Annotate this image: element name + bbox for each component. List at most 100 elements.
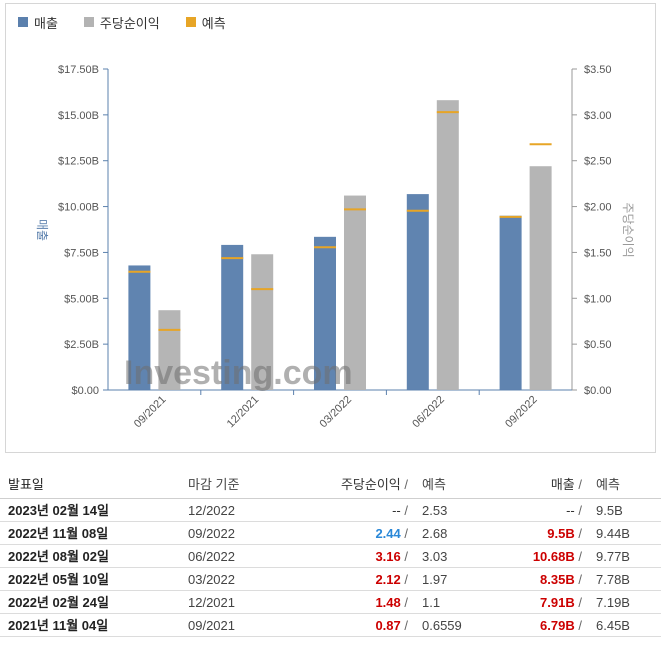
left-tick-label: $12.50B <box>58 156 99 168</box>
row-revenue-forecast: 6.45B <box>596 618 630 633</box>
eps-swatch-icon <box>83 17 94 27</box>
row-eps: 0.87 / <box>375 614 408 637</box>
header-date[interactable]: 발표일 <box>8 477 44 492</box>
row-eps-forecast: 2.68 <box>422 526 448 541</box>
table-row: 2022년 05월 10일 03/2022 2.12 / 1.97 8.35B / 7.7… <box>0 568 661 591</box>
row-revenue-forecast: 9.5B <box>596 503 623 518</box>
left-axis-title: 매출 <box>35 219 49 241</box>
table-row: 2022년 11월 08일 09/2022 2.44 / 2.68 9.5B / 9.44… <box>0 522 661 545</box>
row-revenue: 8.35B / <box>540 568 582 591</box>
row-period: 09/2021 <box>188 618 235 633</box>
row-revenue-actual: -- <box>566 503 575 518</box>
row-revenue-separator: / <box>578 595 582 610</box>
eps-bar <box>529 166 552 390</box>
right-tick-label: $1.50 <box>584 247 612 259</box>
table-row: 2021년 11월 04일 09/2021 0.87 /0.6559 6.79B /6… <box>0 614 661 637</box>
row-eps: -- / <box>392 499 408 522</box>
row-period: 12/2022 <box>188 503 235 518</box>
row-eps-forecast: 1.97 <box>422 572 448 587</box>
row-eps-separator: / <box>404 618 408 633</box>
right-tick-label: $3.00 <box>584 110 612 122</box>
legend-label-eps: 주당순이익 <box>99 15 160 31</box>
row-revenue-separator: / <box>578 618 582 633</box>
watermark-text: Investing.com <box>124 354 353 392</box>
row-eps-forecast: 3.03 <box>422 549 448 564</box>
row-revenue-separator: / <box>578 572 582 587</box>
legend-item-revenue[interactable]: 매출 <box>18 13 58 32</box>
row-revenue: -- / <box>566 499 582 522</box>
row-eps-separator: / <box>404 503 408 518</box>
header-revenue[interactable]: 매출 / <box>551 470 582 499</box>
right-tick-label: $3.50 <box>584 64 612 76</box>
table-body: 2023년 02월 14일 12/2022 -- /2.53 -- /9.5B 2022… <box>0 499 661 637</box>
row-revenue-forecast: 9.77B <box>596 549 630 564</box>
earnings-table: 발표일 마감 기준 주당순이익 / 예측 매출 / 예측 2023년 02월 1… <box>0 470 661 637</box>
row-eps-actual: 3.16 <box>375 549 401 564</box>
row-date: 2022년 02월 24일 <box>8 595 109 610</box>
row-period: 06/2022 <box>188 549 235 564</box>
header-eps-separator: / <box>404 477 408 492</box>
row-revenue-actual: 6.79B <box>540 618 575 633</box>
row-date: 2022년 11월 08일 <box>8 526 109 541</box>
row-revenue-separator: / <box>578 503 582 518</box>
row-revenue: 6.79B / <box>540 614 582 637</box>
left-tick-label: $5.00B <box>64 293 99 305</box>
row-revenue-separator: / <box>578 526 582 541</box>
header-revenue-forecast[interactable]: 예측 <box>596 477 620 492</box>
row-eps-actual: 1.48 <box>375 595 401 610</box>
revenue-bar <box>314 236 336 390</box>
left-tick-label: $10.00B <box>58 202 99 214</box>
row-date: 2022년 08월 02일 <box>8 549 109 564</box>
left-tick-label: $0.00 <box>71 385 99 397</box>
row-eps-separator: / <box>404 549 408 564</box>
row-eps: 1.48 / <box>375 591 408 614</box>
table-row: 2022년 02월 24일 12/2021 1.48 / 1.1 7.91B / 7.19… <box>0 591 661 614</box>
right-axis-title: 주당순이익 <box>621 202 635 257</box>
row-period: 03/2022 <box>188 572 235 587</box>
revenue-bar <box>499 215 522 390</box>
right-tick-label: $0.00 <box>584 385 612 397</box>
header-eps-forecast[interactable]: 예측 <box>422 477 446 492</box>
row-date: 2021년 11월 04일 <box>8 618 109 633</box>
row-eps: 2.12 / <box>375 568 408 591</box>
row-revenue-forecast: 7.78B <box>596 572 630 587</box>
header-period[interactable]: 마감 기준 <box>188 477 240 492</box>
left-tick-label: $2.50B <box>64 339 99 351</box>
row-revenue-forecast: 7.19B <box>596 595 630 610</box>
row-revenue: 9.5B / <box>547 522 582 545</box>
x-tick-label: 12/2021 <box>225 394 262 431</box>
x-tick-label: 03/2022 <box>318 394 355 431</box>
row-eps-actual: 0.87 <box>375 618 401 633</box>
row-eps-actual: 2.12 <box>375 572 401 587</box>
row-revenue-forecast: 9.44B <box>596 526 630 541</box>
row-eps-separator: / <box>404 526 408 541</box>
header-eps[interactable]: 주당순이익 / <box>341 470 408 499</box>
revenue-bar <box>406 194 429 390</box>
earnings-chart: $0.00 $2.50B $5.00B $7.50B $10.00B $12.50B $15… <box>35 64 635 431</box>
header-revenue-separator: / <box>578 477 582 492</box>
eps-bar <box>344 195 366 390</box>
x-tick-label: 06/2022 <box>410 394 447 431</box>
row-eps-separator: / <box>404 595 408 610</box>
row-revenue-separator: / <box>578 549 582 564</box>
revenue-swatch-icon <box>18 17 28 27</box>
earnings-chart-panel: 매출 주당순이익 예측 $0.00 $2.50B $5.00B $7.50B $10.0… <box>5 3 656 453</box>
row-eps: 2.44 / <box>375 522 408 545</box>
row-revenue-actual: 9.5B <box>547 526 575 541</box>
legend-item-forecast[interactable]: 예측 <box>185 13 226 32</box>
row-revenue: 7.91B / <box>540 591 582 614</box>
legend-item-eps[interactable]: 주당순이익 <box>83 13 160 32</box>
revenue-bar <box>128 265 151 390</box>
x-tick-label: 09/2021 <box>132 394 169 431</box>
x-tick-label: 09/2022 <box>503 394 540 431</box>
row-eps-forecast: 1.1 <box>422 595 441 610</box>
chart-legend: 매출 주당순이익 예측 <box>18 12 252 32</box>
row-period: 12/2021 <box>188 595 235 610</box>
table-row: 2023년 02월 14일 12/2022 -- / 2.53 -- / 9.5B <box>0 499 661 522</box>
left-tick-label: $17.50B <box>58 64 99 76</box>
row-eps-actual: 2.44 <box>375 526 401 541</box>
row-revenue-actual: 7.91B <box>540 595 575 610</box>
revenue-bar <box>221 244 244 390</box>
forecast-swatch-icon <box>185 17 196 27</box>
table-row: 2022년 08월 02일 06/2022 3.16 / 3.03 10.68B / 9.… <box>0 545 661 568</box>
